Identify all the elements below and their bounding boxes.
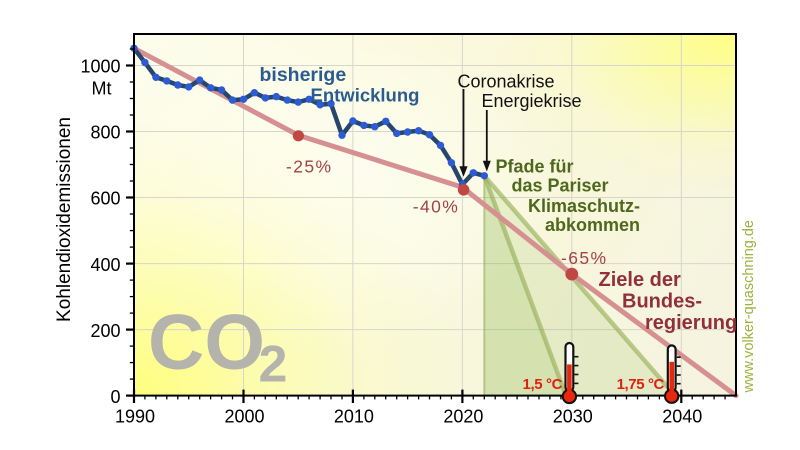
svg-text:Coronakrise: Coronakrise xyxy=(458,72,555,92)
svg-text:2040: 2040 xyxy=(662,407,702,427)
svg-text:regierung: regierung xyxy=(645,312,737,334)
svg-text:abkommen: abkommen xyxy=(545,215,640,235)
svg-text:www.volker-quaschning.de: www.volker-quaschning.de xyxy=(741,220,757,393)
svg-text:1,75 °C: 1,75 °C xyxy=(617,376,665,393)
svg-text:Pfade für: Pfade für xyxy=(496,157,574,177)
svg-text:2000: 2000 xyxy=(224,407,264,427)
svg-text:1,5 °C: 1,5 °C xyxy=(523,376,563,393)
svg-text:das Pariser: das Pariser xyxy=(512,176,609,196)
svg-text:1000: 1000 xyxy=(80,57,120,77)
svg-text:Energiekrise: Energiekrise xyxy=(482,91,582,111)
svg-text:Kohlendioxidemissionen: Kohlendioxidemissionen xyxy=(54,117,75,322)
svg-text:0: 0 xyxy=(110,387,120,407)
svg-text:800: 800 xyxy=(90,123,120,143)
svg-text:400: 400 xyxy=(90,255,120,275)
svg-text:600: 600 xyxy=(90,189,120,209)
svg-text:Entwicklung: Entwicklung xyxy=(311,85,420,106)
svg-text:Mt: Mt xyxy=(92,78,112,98)
svg-text:bisherige: bisherige xyxy=(260,64,347,86)
svg-text:2020: 2020 xyxy=(443,407,483,427)
svg-text:2010: 2010 xyxy=(334,407,374,427)
svg-text:200: 200 xyxy=(90,321,120,341)
svg-text:CO: CO xyxy=(148,298,265,386)
svg-text:Ziele der: Ziele der xyxy=(599,269,681,291)
svg-text:-25%: -25% xyxy=(286,157,332,177)
svg-text:2: 2 xyxy=(259,336,288,394)
svg-text:-65%: -65% xyxy=(561,248,607,268)
svg-text:Bundes-: Bundes- xyxy=(622,291,702,313)
svg-text:1990: 1990 xyxy=(115,407,155,427)
svg-text:Klimaschutz-: Klimaschutz- xyxy=(528,196,640,216)
svg-text:-40%: -40% xyxy=(413,197,459,217)
svg-text:2030: 2030 xyxy=(553,407,593,427)
